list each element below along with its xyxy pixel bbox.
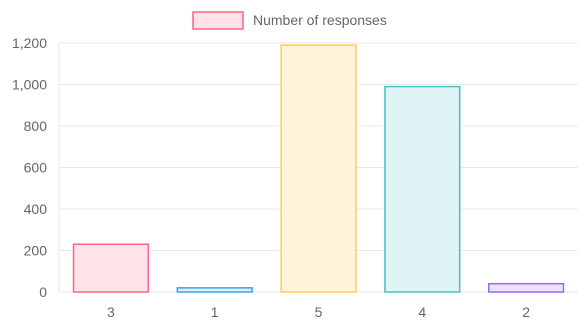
- x-tick-label: 3: [107, 304, 115, 320]
- x-tick-label: 1: [211, 304, 219, 320]
- x-tick-label: 2: [522, 304, 530, 320]
- x-tick-label: 4: [418, 304, 426, 320]
- y-axis: 0 200 400 600 800 1,000 1,200: [12, 35, 47, 300]
- y-tick-label: 400: [24, 201, 48, 217]
- legend-swatch: [192, 11, 244, 30]
- legend-label: Number of responses: [253, 12, 387, 28]
- y-tick-label: 600: [24, 160, 48, 176]
- bar-5[interactable]: [280, 44, 357, 293]
- y-tick-label: 1,000: [12, 77, 47, 93]
- bar-1[interactable]: [176, 287, 253, 293]
- bar-2[interactable]: [487, 282, 565, 293]
- x-tick-label: 5: [315, 304, 323, 320]
- y-tick-label: 0: [39, 284, 47, 300]
- legend[interactable]: Number of responses: [192, 11, 387, 30]
- x-axis: 3 1 5 4 2: [107, 304, 530, 320]
- bar-4[interactable]: [384, 85, 461, 293]
- y-tick-label: 200: [24, 243, 48, 259]
- y-tick-label: 1,200: [12, 35, 47, 51]
- bar-3[interactable]: [72, 243, 150, 293]
- y-tick-label: 800: [24, 118, 48, 134]
- bars: [72, 44, 565, 293]
